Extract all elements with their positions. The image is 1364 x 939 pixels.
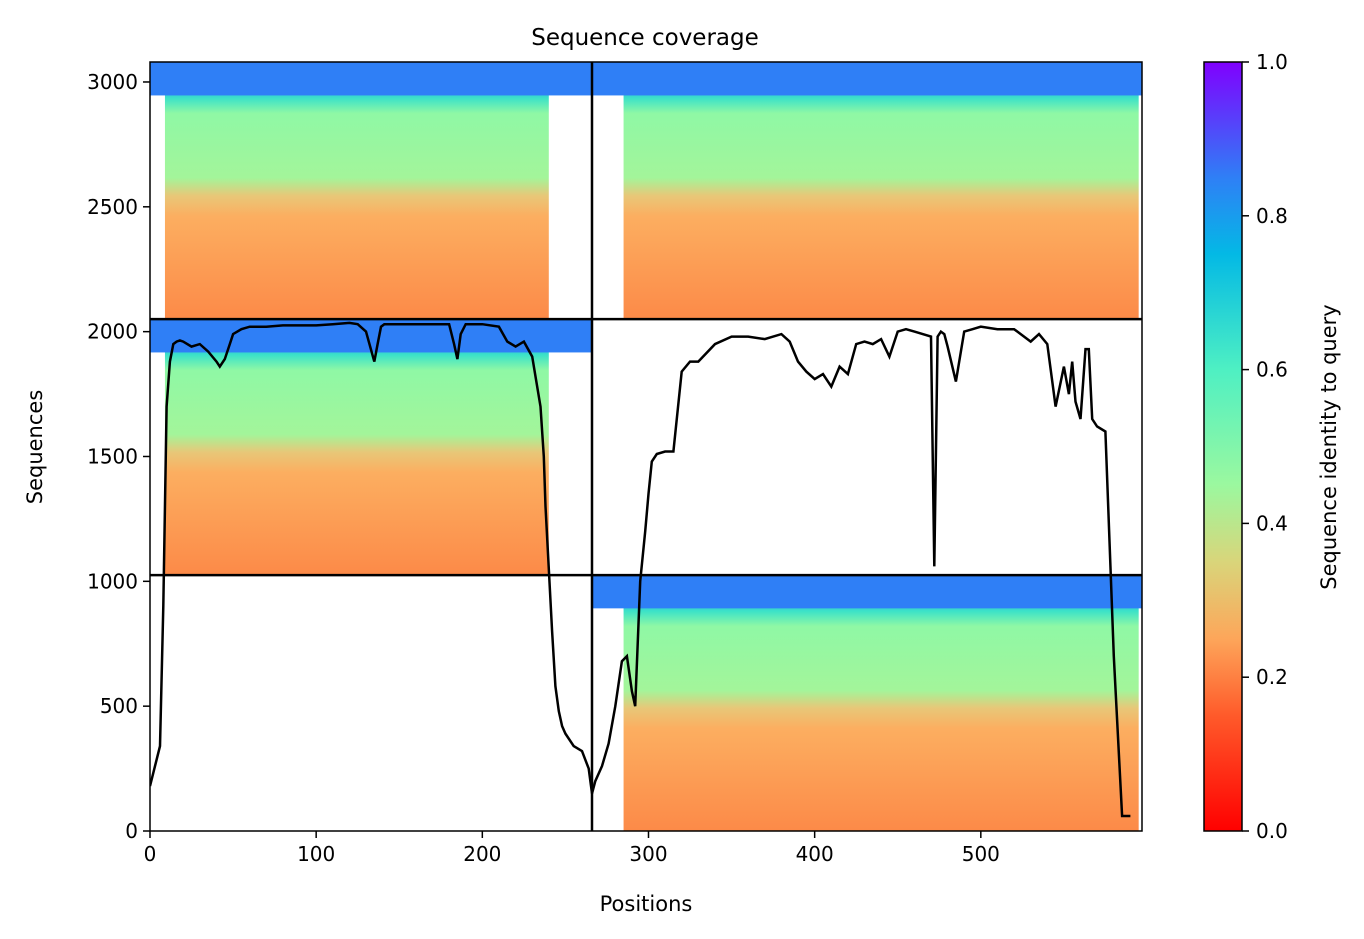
x-tick-label: 200 — [463, 842, 501, 866]
colorbar-tick-label: 0.2 — [1256, 665, 1288, 689]
plot-frame — [149, 61, 1143, 832]
coverage-block-2 — [623, 62, 1139, 320]
x-tick-label: 400 — [796, 842, 834, 866]
y-tick-label: 2000 — [87, 320, 138, 344]
y-tick-label: 3000 — [87, 70, 138, 94]
high-identity-band-4 — [591, 575, 1142, 609]
chart-title: Sequence coverage — [531, 25, 759, 51]
y-axis-label: Sequences — [23, 390, 47, 505]
x-tick-label: 500 — [962, 842, 1000, 866]
x-axis-label: Positions — [600, 892, 693, 916]
x-tick-label: 0 — [144, 842, 157, 866]
coverage-line — [150, 321, 1131, 818]
colorbar-tick-label: 1.0 — [1256, 50, 1288, 74]
y-tick-label: 0 — [125, 819, 138, 843]
coverage-blocks — [150, 62, 1142, 831]
colorbar-ticks: 0.0 0.2 0.4 0.6 0.8 1.0 — [1242, 50, 1288, 843]
y-tick-label: 2500 — [87, 195, 138, 219]
y-axis-ticks: 0 500 1000 1500 2000 2500 3000 — [87, 70, 150, 843]
y-tick-label: 1000 — [87, 569, 138, 593]
colorbar — [1203, 61, 1243, 832]
x-tick-label: 300 — [629, 842, 667, 866]
block-dividers — [150, 62, 1142, 831]
colorbar-tick-label: 0.0 — [1256, 819, 1288, 843]
colorbar-tick-label: 0.6 — [1256, 358, 1288, 382]
x-tick-label: 100 — [297, 842, 335, 866]
x-axis-ticks: 0 100 200 300 400 500 — [144, 831, 1000, 866]
coverage-block-3 — [164, 319, 549, 576]
y-tick-label: 500 — [100, 694, 138, 718]
colorbar-tick-label: 0.4 — [1256, 511, 1288, 535]
high-identity-band-2 — [591, 62, 1142, 96]
coverage-block-4 — [623, 575, 1139, 831]
coverage-block-1 — [164, 62, 549, 320]
high-identity-band-1 — [150, 62, 592, 96]
colorbar-tick-label: 0.8 — [1256, 204, 1288, 228]
colorbar-label: Sequence identity to query — [1317, 304, 1341, 589]
y-tick-label: 1500 — [87, 444, 138, 468]
